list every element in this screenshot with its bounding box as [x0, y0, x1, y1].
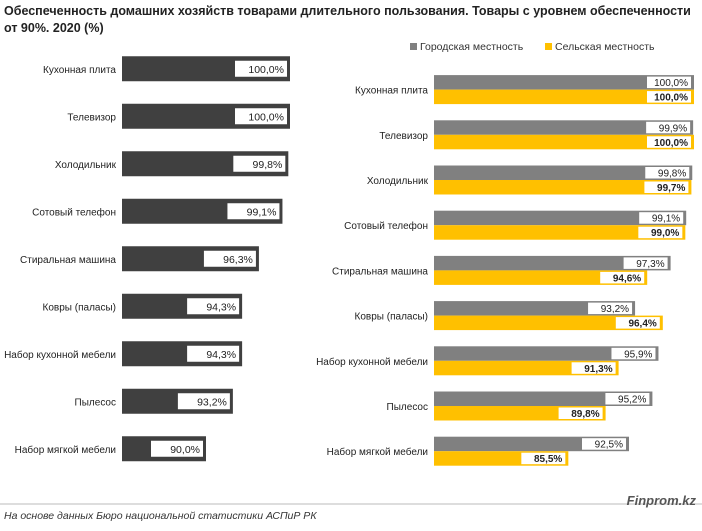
left-category-label: Пылесос: [75, 397, 116, 408]
left-value-label: 96,3%: [223, 254, 253, 266]
right-value-label-urban: 99,9%: [659, 123, 687, 134]
right-bar-urban: [434, 301, 636, 316]
legend-label-rural: Сельская местность: [555, 41, 655, 53]
right-value-label-rural: 91,3%: [584, 364, 612, 375]
right-value-label-urban: 95,9%: [624, 349, 652, 360]
left-category-label: Ковры (паласы): [43, 302, 116, 313]
right-value-label-bg: [645, 167, 690, 179]
right-chart: Кухонная плита 100,0% 100,0% Телевизор 99,9%…: [316, 75, 694, 466]
left-value-label: 90,0%: [170, 444, 200, 456]
left-value-label: 100,0%: [248, 64, 284, 76]
left-value-label-bg: [177, 393, 230, 410]
right-bar-rural: [434, 180, 692, 195]
right-category-label: Телевизор: [379, 131, 428, 142]
right-value-label-urban: 99,1%: [652, 214, 680, 225]
right-value-label-bg: [582, 438, 626, 450]
brand-logo-text: Finprom.kz: [626, 493, 696, 508]
right-value-label-rural: 89,8%: [571, 409, 599, 420]
right-value-label-bg: [521, 452, 566, 465]
right-value-label-bg: [647, 91, 691, 103]
left-value-label: 94,3%: [206, 301, 236, 313]
left-value-label-bg: [151, 440, 203, 457]
legend-label-urban: Городская местность: [420, 41, 524, 53]
right-bar-rural: [434, 225, 686, 240]
right-value-label-bg: [644, 181, 689, 193]
right-value-label-rural: 100,0%: [654, 93, 688, 104]
left-category-label: Набор мягкой мебели: [15, 444, 116, 456]
right-bar-rural: [434, 315, 663, 331]
left-value-label: 94,3%: [206, 349, 236, 361]
right-category-label: Холодильник: [367, 176, 429, 187]
right-value-label-rural: 94,6%: [613, 273, 641, 284]
source-note: На основе данных Бюро национальной стати…: [4, 510, 317, 522]
right-value-label-bg: [600, 271, 645, 284]
left-value-label-bg: [235, 108, 287, 125]
right-bar-urban: [434, 75, 694, 90]
left-value-label-bg: [233, 155, 286, 172]
left-value-label: 99,1%: [247, 206, 277, 218]
legend-swatch-rural: [545, 43, 552, 50]
right-bar-rural: [434, 270, 648, 285]
right-value-label-bg: [638, 226, 683, 239]
right-value-label-bg: [646, 121, 691, 134]
right-value-label-bg: [558, 407, 603, 419]
right-category-label: Кухонная плита: [355, 86, 428, 97]
left-value-label-bg: [187, 298, 240, 315]
right-value-label-urban: 92,5%: [595, 440, 623, 451]
right-bar-urban: [434, 210, 687, 226]
right-bar-urban: [434, 255, 671, 271]
right-value-label-bg: [639, 212, 684, 224]
left-category-label: Кухонная плита: [43, 65, 116, 76]
legend-swatch-urban: [410, 43, 417, 50]
left-category-label: Стиральная машина: [20, 255, 116, 266]
right-bar-urban: [434, 391, 653, 406]
right-value-label-bg: [611, 347, 656, 360]
right-value-label-bg: [588, 302, 633, 315]
right-bar-urban: [434, 120, 694, 135]
right-value-label-bg: [605, 393, 650, 405]
left-category-label: Сотовый телефон: [32, 206, 116, 218]
chart-title: Обеспеченность домашних хозяйств товарам…: [4, 4, 691, 35]
left-chart: Кухонная плита 100,0% Телевизор 100,0% Холод…: [4, 56, 290, 462]
right-value-label-urban: 97,3%: [636, 259, 664, 270]
right-value-label-urban: 95,2%: [618, 395, 646, 406]
right-value-label-bg: [623, 257, 668, 269]
right-value-label-rural: 100,0%: [654, 138, 688, 149]
left-category-label: Набор кухонной мебели: [4, 349, 116, 361]
left-value-label: 93,2%: [197, 396, 227, 408]
legend: Городская местность Сельская местность: [410, 41, 655, 53]
right-category-label: Стиральная машина: [332, 266, 428, 277]
right-category-label: Сотовый телефон: [344, 220, 428, 232]
right-category-label: Ковры (паласы): [355, 312, 428, 323]
right-value-label-urban: 99,8%: [658, 169, 686, 180]
right-category-label: Набор кухонной мебели: [316, 356, 428, 368]
right-category-label: Набор мягкой мебели: [327, 446, 428, 458]
right-bar-urban: [434, 436, 629, 452]
left-value-label-bg: [227, 203, 280, 220]
right-value-label-rural: 96,4%: [628, 319, 656, 330]
left-value-label-bg: [187, 345, 240, 362]
right-value-label-bg: [615, 317, 660, 329]
right-value-label-rural: 99,0%: [651, 228, 679, 239]
right-value-label-urban: 100,0%: [654, 78, 688, 89]
right-value-label-bg: [647, 136, 691, 148]
right-bar-rural: [434, 134, 694, 150]
right-value-label-bg: [571, 362, 616, 374]
right-bar-rural: [434, 89, 694, 105]
right-value-label-urban: 93,2%: [601, 304, 629, 315]
left-category-label: Телевизор: [67, 112, 116, 123]
right-value-label-rural: 99,7%: [657, 183, 685, 194]
left-category-label: Холодильник: [55, 160, 117, 171]
right-bar-urban: [434, 165, 693, 180]
right-bar-urban: [434, 346, 659, 361]
right-value-label-bg: [647, 76, 691, 89]
left-value-label-bg: [203, 250, 256, 267]
right-value-label-rural: 85,5%: [534, 454, 562, 465]
left-value-label-bg: [235, 60, 287, 77]
right-category-label: Пылесос: [387, 402, 428, 413]
left-value-label: 99,8%: [253, 159, 283, 171]
left-value-label: 100,0%: [248, 111, 284, 123]
